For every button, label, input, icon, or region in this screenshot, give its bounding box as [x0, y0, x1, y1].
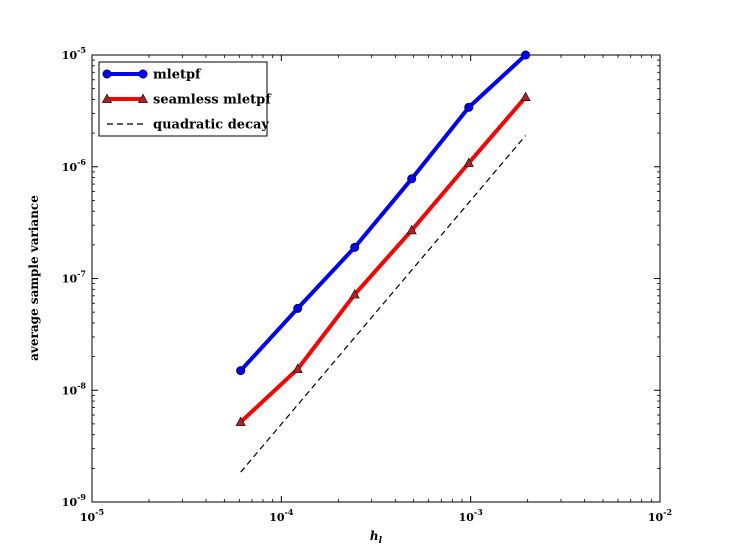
legend-entry-label: quadratic decay [153, 118, 269, 133]
data-point [463, 157, 474, 167]
series-line-3 [240, 135, 527, 473]
y-tick-label: 10-6 [62, 157, 87, 174]
legend-swatch-marker [101, 93, 113, 103]
series-group [235, 50, 531, 473]
x-axis-label: hl [370, 529, 383, 546]
data-point [236, 366, 246, 376]
data-point [235, 416, 246, 426]
legend-entry-label: mletpf [153, 68, 202, 83]
series-line-2 [239, 95, 528, 424]
data-point [293, 303, 303, 313]
x-tick-label: 10-4 [269, 507, 294, 524]
data-point [407, 174, 417, 184]
y-tick-label: 10-7 [62, 269, 86, 286]
x-axis-label-main: h [370, 529, 379, 543]
data-point [292, 363, 303, 373]
data-point [520, 91, 531, 102]
x-tick-label: 10-3 [459, 507, 484, 524]
legend-entry-label: seamless mletpf [153, 93, 272, 108]
legend-swatch-marker [102, 69, 112, 79]
data-point [349, 289, 360, 299]
data-point [521, 50, 531, 60]
series-line-1 [239, 53, 527, 372]
legend-swatch-marker [138, 69, 148, 79]
y-axis-label: average sample variance [27, 195, 41, 361]
y-tick-label: 10-8 [62, 380, 87, 397]
legend-swatch-marker [137, 93, 149, 103]
data-point [350, 242, 360, 252]
x-axis-label-subscript: l [379, 536, 383, 546]
x-tick-label: 10-2 [648, 507, 672, 524]
data-point [464, 102, 474, 112]
data-point [406, 224, 417, 235]
y-tick-label: 10-9 [62, 492, 87, 509]
legend: mletpf seamless mletpf quadratic decay [98, 61, 272, 137]
x-tick-label: 10-5 [80, 507, 104, 524]
axis-ticks: 10-5 10-4 10-3 10-2 10-9 10-8 10-7 10-6 10-5 [62, 45, 672, 524]
y-tick-label: 10-5 [62, 45, 86, 62]
